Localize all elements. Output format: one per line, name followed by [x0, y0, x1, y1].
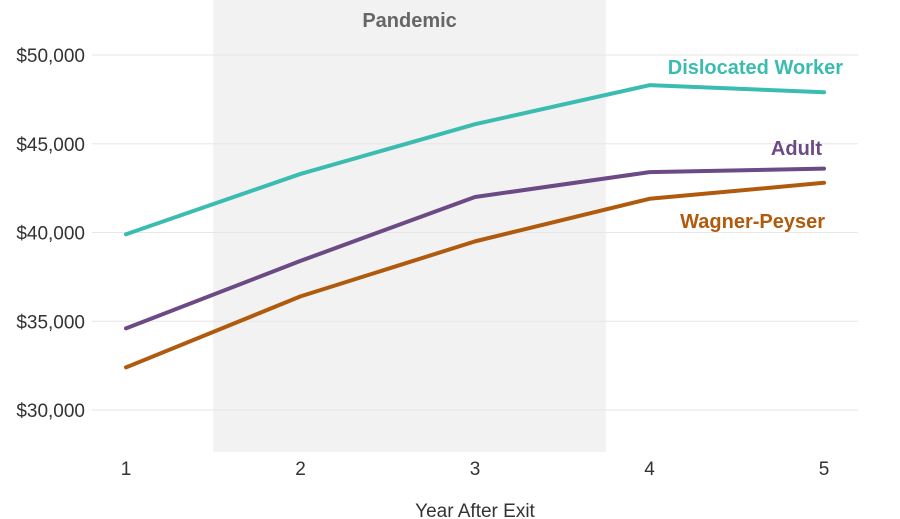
x-axis-title: Year After Exit	[415, 501, 535, 519]
gridlines	[92, 54, 858, 411]
x-tick-label: 2	[295, 459, 306, 480]
y-tick-label: $35,000	[16, 312, 85, 333]
x-tick-label: 1	[121, 459, 132, 480]
series-line-dislocated-worker	[124, 83, 826, 237]
x-tick-label: 4	[644, 459, 655, 480]
pandemic-label: Pandemic	[362, 10, 456, 32]
x-tick-label: 3	[470, 459, 481, 480]
pandemic-band	[213, 0, 606, 452]
series-label-adult: Adult	[771, 138, 822, 160]
series-lines	[124, 83, 826, 370]
y-tick-label: $30,000	[16, 401, 85, 422]
series-label-wagner-peyser: Wagner-Peyser	[680, 211, 825, 233]
y-tick-label: $45,000	[16, 135, 85, 156]
x-tick-label: 5	[819, 459, 830, 480]
y-tick-label: $50,000	[16, 46, 85, 67]
series-label-dislocated-worker: Dislocated Worker	[668, 57, 843, 79]
series-labels: Dislocated Worker Adult Wagner-Peyser	[668, 57, 843, 233]
series-line-wagner-peyser	[124, 180, 826, 370]
x-axis-ticks: 1 2 3 4 5	[121, 459, 830, 480]
y-tick-label: $40,000	[16, 224, 85, 245]
series-line-adult	[124, 166, 826, 331]
y-axis-ticks: $30,000 $35,000 $40,000 $45,000 $50,000	[16, 46, 85, 422]
